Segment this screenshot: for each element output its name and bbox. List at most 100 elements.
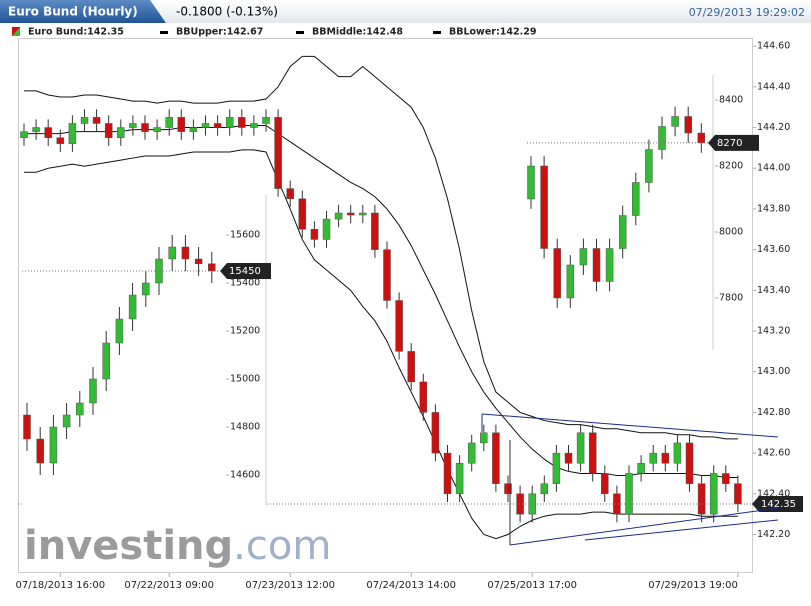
candle-body (102, 342, 110, 380)
y-tick-label: 14800 (230, 422, 260, 433)
candle-body (310, 229, 319, 240)
candle-body (20, 131, 28, 138)
candle-body (527, 165, 535, 200)
y-tick-label: 142.80 (757, 407, 790, 418)
candle-body (286, 188, 294, 200)
last-price-tag (752, 495, 803, 512)
candle-body (141, 123, 149, 132)
candle-body (76, 402, 84, 416)
candle-body (49, 426, 58, 464)
y-tick-label: 143.60 (757, 244, 790, 255)
candle-body (44, 127, 52, 138)
y-tick-label: 8000 (719, 227, 743, 238)
candle-body (637, 463, 645, 474)
candle-body (56, 137, 65, 145)
candle-body (480, 432, 488, 444)
candle-body (168, 246, 176, 260)
timestamp: 07/29/2013 19:29:02 (689, 6, 805, 19)
candle-body (645, 149, 653, 183)
x-tick-label: 07/25/2013 17:00 (487, 580, 577, 591)
y-tick-label: 144.60 (757, 41, 790, 52)
candle-body (115, 318, 124, 344)
candle-body (153, 127, 161, 132)
candle-body (443, 452, 452, 495)
candle-body (649, 452, 657, 464)
last-price-tag (708, 134, 759, 151)
candle-body (658, 126, 666, 150)
trend-line (481, 413, 779, 438)
candle-body (697, 483, 706, 515)
candle-body (467, 442, 476, 464)
candle-body (334, 212, 343, 220)
candle-body (564, 452, 573, 464)
header-bar (0, 0, 811, 23)
watermark: investing.com (24, 523, 331, 569)
candle-body (588, 432, 597, 474)
candle-body (80, 117, 89, 124)
y-tick-label: 143.00 (757, 366, 790, 377)
candle-body (419, 381, 428, 413)
candle-body (566, 264, 575, 299)
candle-body (697, 132, 706, 144)
y-tick-label: 15600 (230, 230, 260, 241)
legend-icon (12, 27, 20, 36)
candle-body (395, 300, 403, 352)
candle-body (579, 248, 588, 266)
y-tick-label: 15200 (230, 326, 260, 337)
candle-body (213, 123, 222, 128)
inset-panel (22, 195, 266, 505)
candle-body (734, 483, 742, 505)
legend-item: Euro Bund:142.35 (28, 27, 124, 38)
legend-item: BBMiddle:142.48 (312, 27, 403, 38)
candle-body (553, 248, 561, 299)
candle-body (540, 165, 548, 249)
candle-body (661, 452, 670, 464)
legend-item: BBLower:142.29 (449, 27, 536, 38)
candle-body (383, 249, 391, 301)
candle-body (618, 215, 627, 249)
candle-body (189, 127, 198, 132)
candle-body (540, 483, 549, 495)
y-tick-label: 144.40 (757, 81, 790, 92)
watermark-part: investing (24, 523, 233, 569)
candle-body (709, 473, 718, 515)
plot-frame (18, 38, 753, 573)
y-tick-label: 8400 (719, 95, 743, 106)
candle-body (68, 123, 77, 145)
candle-body (129, 123, 137, 128)
candle-body (165, 117, 173, 128)
candle-body (407, 351, 415, 383)
candle-body (601, 473, 609, 495)
legend-swatch (160, 31, 168, 34)
watermark-part: .com (233, 523, 331, 569)
trend-line (584, 519, 779, 541)
candle-body (322, 218, 331, 240)
y-tick-label: 7800 (719, 293, 743, 304)
legend-item: BBUpper:142.67 (176, 27, 263, 38)
y-tick-label: 15400 (230, 278, 260, 289)
candle-body (262, 117, 270, 124)
last-price-label: 8270 (717, 138, 742, 149)
candle-body (155, 258, 163, 284)
candle-body (673, 442, 682, 464)
candle-body (613, 493, 621, 515)
candle-body (359, 212, 367, 216)
y-tick-label: 142.60 (757, 448, 790, 459)
chart-title: Euro Bund (Hourly) (8, 5, 138, 19)
last-price-tag (220, 263, 271, 279)
legend-swatch (296, 31, 304, 34)
candle-body (92, 117, 101, 124)
candle-body (371, 212, 379, 250)
candle-body (117, 127, 125, 138)
candle-body (455, 463, 464, 495)
candle-body (685, 442, 694, 484)
candle-body (238, 117, 246, 128)
x-tick-label: 07/22/2013 09:00 (124, 580, 214, 591)
candle-body (605, 248, 614, 282)
candle-body (201, 123, 210, 128)
candle-body (431, 412, 440, 454)
candle-body (722, 473, 730, 484)
candle-body (177, 117, 186, 132)
candle-body (298, 198, 307, 230)
